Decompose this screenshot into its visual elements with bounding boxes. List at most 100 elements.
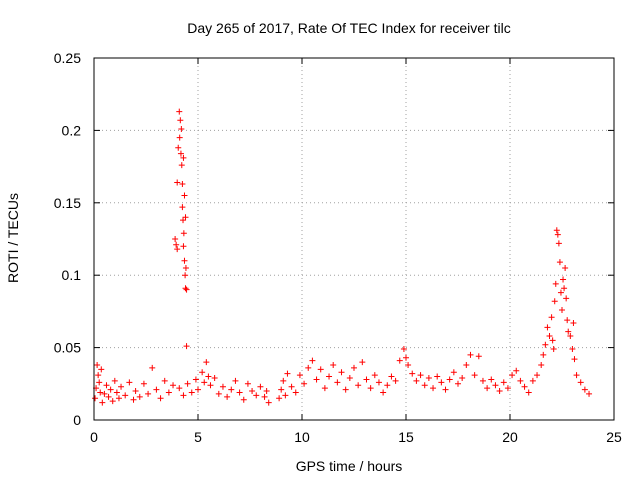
data-point <box>301 380 308 387</box>
data-point <box>479 377 486 384</box>
data-point <box>413 377 420 384</box>
data-point <box>442 386 449 393</box>
data-point <box>179 204 186 211</box>
data-point <box>101 390 108 397</box>
data-points <box>92 108 593 406</box>
data-point <box>180 230 187 237</box>
data-point <box>553 227 560 234</box>
data-point <box>177 117 184 124</box>
data-point <box>555 240 562 247</box>
data-point <box>215 390 222 397</box>
data-point <box>192 376 199 383</box>
data-point <box>534 372 541 379</box>
axis-ticks: 0 5 10 15 20 25 0 0.05 0.1 0.15 0.2 0.25 <box>54 50 622 445</box>
data-point <box>488 376 495 383</box>
data-point <box>165 389 172 396</box>
data-point <box>130 396 137 403</box>
data-point <box>577 379 584 386</box>
data-point <box>276 395 283 402</box>
x-axis-label: GPS time / hours <box>296 458 403 474</box>
data-point <box>371 372 378 379</box>
data-point <box>99 399 106 406</box>
data-point <box>396 357 403 364</box>
data-point <box>355 382 362 389</box>
data-point <box>392 377 399 384</box>
data-point <box>563 295 570 302</box>
data-point <box>257 383 264 390</box>
data-point <box>95 372 102 379</box>
data-point <box>484 385 491 392</box>
data-point <box>109 398 116 405</box>
data-point <box>450 369 457 376</box>
x-tick-label: 0 <box>90 429 98 445</box>
data-point <box>228 386 235 393</box>
data-point <box>183 343 190 350</box>
data-point <box>292 389 299 396</box>
data-point <box>232 377 239 384</box>
data-point <box>330 361 337 368</box>
data-point <box>263 388 270 395</box>
data-point <box>544 324 551 331</box>
data-point <box>434 373 441 380</box>
data-point <box>172 236 179 242</box>
data-point <box>180 392 187 399</box>
data-point <box>280 377 287 384</box>
data-point <box>180 154 187 161</box>
y-tick-label: 0.25 <box>54 50 81 66</box>
data-point <box>509 372 516 379</box>
data-point <box>571 356 578 363</box>
data-point <box>567 333 574 340</box>
y-tick-label: 0.05 <box>54 340 81 356</box>
data-point <box>103 382 110 389</box>
data-point <box>492 382 499 389</box>
data-point <box>122 392 129 399</box>
data-point <box>459 375 466 382</box>
data-point <box>115 395 122 402</box>
data-point <box>176 108 183 115</box>
data-point <box>201 379 208 386</box>
data-point <box>552 280 559 287</box>
data-point <box>174 246 181 253</box>
data-point <box>557 289 564 296</box>
data-point <box>546 333 553 340</box>
data-point <box>550 346 557 353</box>
data-point <box>375 379 382 386</box>
data-point <box>564 317 571 324</box>
data-point <box>182 285 189 292</box>
data-point <box>207 382 214 389</box>
x-tick-label: 20 <box>502 429 518 445</box>
data-point <box>157 395 164 402</box>
data-point <box>219 383 226 390</box>
data-point <box>145 390 152 397</box>
data-point <box>176 134 183 141</box>
data-point <box>500 379 507 386</box>
data-point <box>549 337 556 344</box>
data-point <box>342 386 349 393</box>
data-point <box>96 379 103 386</box>
data-point <box>562 264 569 271</box>
data-point <box>556 259 563 266</box>
data-point <box>455 380 461 387</box>
data-point <box>173 241 180 248</box>
grid-lines <box>94 58 614 420</box>
data-point <box>199 369 206 376</box>
data-point <box>181 257 188 264</box>
data-point <box>182 264 189 271</box>
data-point <box>177 150 184 157</box>
data-point <box>126 379 133 386</box>
data-point <box>178 125 185 132</box>
data-point <box>570 319 577 326</box>
data-point <box>178 162 185 169</box>
data-point <box>253 392 260 399</box>
data-point <box>136 393 143 400</box>
data-point <box>542 341 549 348</box>
data-point <box>529 377 536 384</box>
data-point <box>363 376 370 383</box>
data-point <box>113 389 120 396</box>
data-point <box>305 364 312 371</box>
data-point <box>211 375 218 382</box>
data-point <box>282 392 289 399</box>
data-point <box>107 386 114 393</box>
y-tick-label: 0.1 <box>62 267 82 283</box>
data-point <box>565 328 572 335</box>
